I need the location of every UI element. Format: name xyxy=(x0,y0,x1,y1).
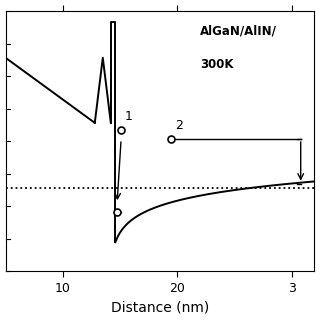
Text: AlGaN/AlIN/: AlGaN/AlIN/ xyxy=(200,24,277,37)
Text: 300K: 300K xyxy=(200,58,234,71)
X-axis label: Distance (nm): Distance (nm) xyxy=(111,300,209,315)
Text: 2: 2 xyxy=(175,118,183,132)
Text: 1: 1 xyxy=(125,110,133,123)
